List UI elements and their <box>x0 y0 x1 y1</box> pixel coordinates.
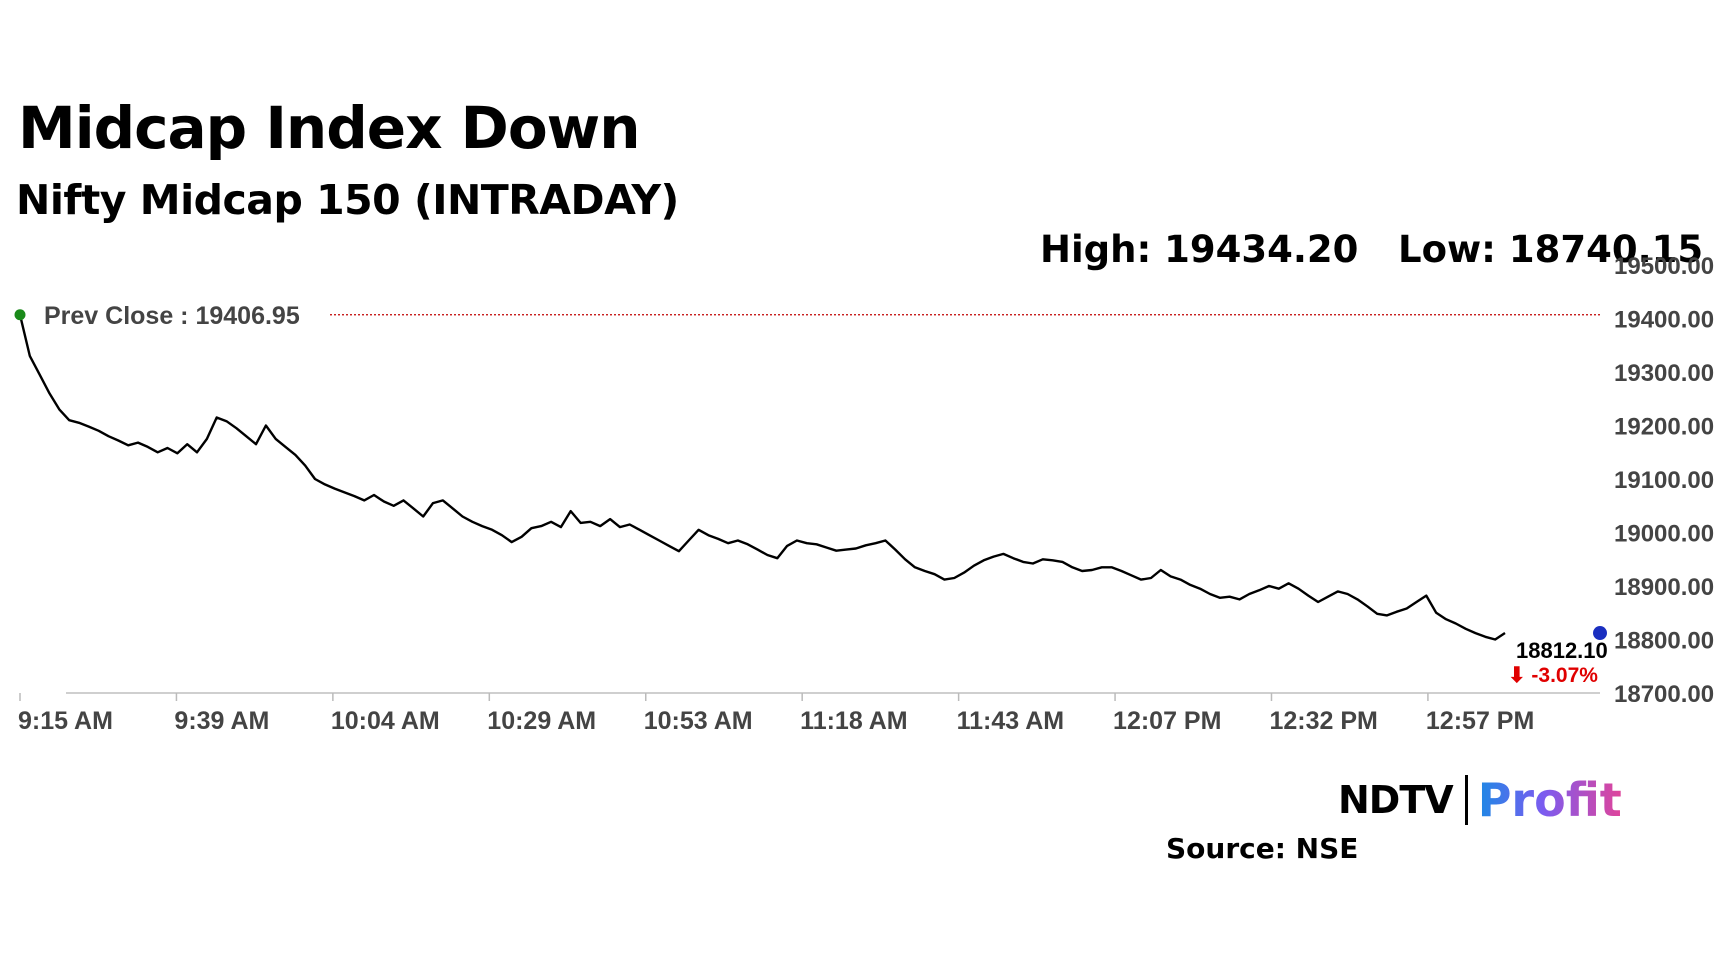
intraday-line-chart: 9:15 AM 9:39 AM 10:04 AM 10:29 AM 10:53 AM 11… <box>14 253 1714 735</box>
y-tick-label: 18800.00 <box>1614 628 1714 655</box>
chart-subtitle: Nifty Midcap 150 (INTRADAY) <box>16 176 679 224</box>
logo-profit-text: Profit <box>1477 773 1622 827</box>
y-axis-ticks: 19500.00 19400.00 19300.00 19200.00 19100.00… <box>1614 253 1714 708</box>
y-tick-label: 19100.00 <box>1614 467 1714 494</box>
x-tick-label: 11:18 AM <box>800 707 907 735</box>
logo-ndtv-text: NDTV <box>1338 778 1454 822</box>
x-tick-label: 10:29 AM <box>487 707 596 735</box>
x-axis-ticks: 9:15 AM 9:39 AM 10:04 AM 10:29 AM 10:53 AM 11… <box>18 693 1534 735</box>
source-label: Source: NSE <box>1166 832 1359 865</box>
prev-close-label: Prev Close : 19406.95 <box>44 302 300 330</box>
last-value-label: 18812.10 <box>1516 638 1608 663</box>
x-tick-label: 10:04 AM <box>331 707 440 735</box>
y-tick-label: 19000.00 <box>1614 521 1714 548</box>
x-tick-label: 12:57 PM <box>1426 707 1534 735</box>
x-tick-label: 12:07 PM <box>1113 707 1221 735</box>
day-high-label: High: 19434.20 <box>1040 228 1359 271</box>
x-tick-label: 10:53 AM <box>644 707 753 735</box>
ndtv-profit-logo: NDTV Profit <box>1338 772 1622 828</box>
day-low-label: Low: 18740.15 <box>1398 228 1704 271</box>
logo-separator <box>1464 775 1468 825</box>
change-percent-label: ⬇ -3.07% <box>1508 664 1598 687</box>
x-tick-label: 12:32 PM <box>1269 707 1377 735</box>
y-tick-label: 19200.00 <box>1614 414 1714 441</box>
end-point-marker <box>1593 626 1607 641</box>
series-line <box>18 314 1506 641</box>
start-point-marker <box>14 309 26 321</box>
y-tick-label: 18700.00 <box>1614 681 1714 708</box>
x-tick-label: 11:43 AM <box>957 707 1064 735</box>
y-tick-label: 19500.00 <box>1614 253 1714 280</box>
headline: Midcap Index Down <box>18 94 641 162</box>
y-tick-label: 18900.00 <box>1614 574 1714 601</box>
y-tick-label: 19400.00 <box>1614 307 1714 334</box>
x-tick-label: 9:15 AM <box>18 707 113 735</box>
x-tick-label: 9:39 AM <box>174 707 269 735</box>
y-tick-label: 19300.00 <box>1614 360 1714 387</box>
